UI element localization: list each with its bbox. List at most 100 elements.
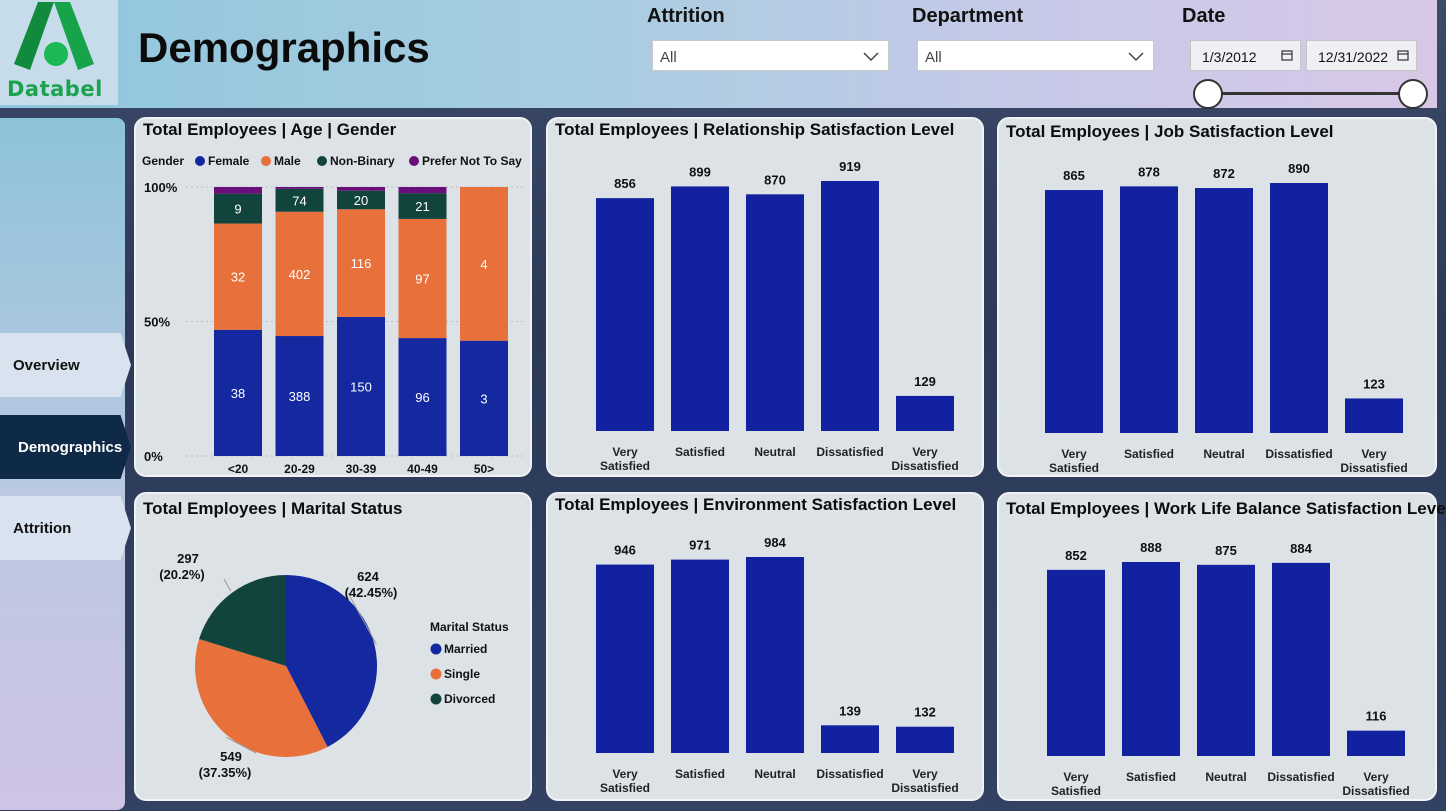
- data-label: 884: [1290, 541, 1312, 556]
- job-chart: 865VerySatisfied878Satisfied872Neutral89…: [1045, 161, 1408, 475]
- bar[interactable]: [1047, 569, 1105, 756]
- end-date-value: 12/31/2022: [1318, 49, 1389, 65]
- bar[interactable]: [821, 181, 879, 431]
- x-tick-label: Very: [1061, 447, 1087, 461]
- legend-label[interactable]: Female: [208, 154, 250, 168]
- stacked-segment[interactable]: [337, 316, 385, 456]
- stacked-segment[interactable]: [398, 193, 447, 219]
- legend-label[interactable]: Divorced: [444, 692, 495, 706]
- data-label: 388: [289, 389, 311, 404]
- calendar-icon: [1281, 50, 1293, 61]
- x-tick-label: 20-29: [284, 462, 315, 475]
- data-label: 21: [415, 199, 429, 214]
- nav-demographics[interactable]: Demographics: [0, 415, 131, 479]
- nav-attrition[interactable]: Attrition: [0, 496, 131, 560]
- attrition-dropdown[interactable]: All: [652, 40, 889, 71]
- leader-line: [225, 736, 257, 754]
- x-tick-label: 30-39: [346, 462, 377, 475]
- bar[interactable]: [1120, 186, 1178, 433]
- data-label: 150: [350, 379, 372, 394]
- bar[interactable]: [896, 395, 954, 431]
- bar[interactable]: [1270, 183, 1328, 433]
- stacked-segment[interactable]: [275, 211, 324, 337]
- pie-slice[interactable]: [286, 575, 377, 747]
- bar[interactable]: [746, 194, 804, 431]
- bar[interactable]: [1195, 188, 1253, 433]
- stacked-segment[interactable]: [337, 209, 385, 317]
- bar[interactable]: [671, 186, 729, 431]
- end-date-input[interactable]: 12/31/2022: [1306, 40, 1417, 71]
- data-label: 875: [1215, 543, 1237, 558]
- department-dropdown[interactable]: All: [917, 40, 1154, 71]
- bar[interactable]: [896, 726, 954, 753]
- stacked-segment[interactable]: [214, 187, 262, 194]
- y-tick-label: 50%: [144, 315, 170, 330]
- nav-overview[interactable]: Overview: [0, 333, 131, 397]
- slice-value-label: 549: [220, 749, 242, 764]
- legend-label[interactable]: Married: [444, 642, 487, 656]
- stacked-segment[interactable]: [398, 338, 447, 456]
- bar[interactable]: [1045, 190, 1103, 433]
- start-date-input[interactable]: 1/3/2012: [1190, 40, 1301, 71]
- x-tick-label: Neutral: [754, 445, 795, 459]
- bar[interactable]: [1347, 730, 1405, 756]
- x-tick-label: Satisfied: [1126, 770, 1176, 784]
- x-tick-label: Very: [912, 767, 938, 781]
- date-slider-track[interactable]: [1208, 92, 1413, 95]
- page-title: Demographics: [138, 24, 430, 71]
- data-label: 865: [1063, 168, 1085, 183]
- x-tick-label: Satisfied: [600, 459, 650, 473]
- relationship-title: Total Employees | Relationship Satisfact…: [555, 120, 955, 139]
- data-label: 984: [764, 535, 786, 550]
- data-label: 888: [1140, 540, 1162, 555]
- bar[interactable]: [746, 557, 804, 753]
- legend-label[interactable]: Single: [444, 667, 480, 681]
- pie-slice[interactable]: [199, 575, 286, 666]
- age-gender-chart: Gender Female Male Non-Binary Prefer Not To …: [142, 154, 524, 475]
- bar[interactable]: [596, 198, 654, 431]
- department-dropdown-value: All: [925, 49, 942, 66]
- stacked-segment[interactable]: [275, 336, 324, 456]
- worklife-title: Total Employees | Work Life Balance Sati…: [1006, 499, 1446, 518]
- stacked-segment[interactable]: [214, 223, 262, 330]
- bar[interactable]: [1345, 398, 1403, 433]
- stacked-segment[interactable]: [337, 187, 385, 191]
- stacked-segment[interactable]: [214, 329, 262, 456]
- stacked-segment[interactable]: [337, 190, 385, 210]
- stacked-segment[interactable]: [214, 193, 262, 224]
- data-label: 74: [292, 193, 306, 208]
- bar[interactable]: [596, 564, 654, 753]
- legend-label[interactable]: Male: [274, 154, 301, 168]
- stacked-segment[interactable]: [398, 218, 447, 339]
- bar[interactable]: [821, 725, 879, 753]
- stacked-segment[interactable]: [460, 340, 508, 456]
- bar[interactable]: [1122, 562, 1180, 756]
- data-label: 899: [689, 164, 711, 179]
- stacked-segment[interactable]: [275, 187, 324, 189]
- legend-label[interactable]: Non-Binary: [330, 154, 395, 168]
- bar[interactable]: [1272, 562, 1330, 756]
- stacked-segment[interactable]: [275, 188, 324, 212]
- legend-label[interactable]: Prefer Not To Say: [422, 154, 522, 168]
- stacked-segment[interactable]: [460, 187, 508, 341]
- marital-chart: 624(42.45%) 549(37.35%) 297(20.2%) Marital …: [159, 551, 509, 780]
- pie-slice[interactable]: [194, 638, 328, 757]
- data-label: 38: [231, 386, 245, 401]
- slice-percent-label: (20.2%): [159, 567, 205, 582]
- data-label: 116: [1366, 709, 1387, 724]
- stacked-segment[interactable]: [398, 187, 447, 194]
- x-tick-label: Dissatisfied: [1342, 784, 1409, 798]
- bar[interactable]: [671, 559, 729, 753]
- job-title: Total Employees | Job Satisfaction Level: [1006, 122, 1334, 141]
- data-label: 123: [1363, 376, 1385, 391]
- attrition-dropdown-value: All: [660, 49, 677, 66]
- x-tick-label: Dissatisfied: [1267, 770, 1334, 784]
- date-slider-end-handle[interactable]: [1398, 79, 1428, 109]
- date-slider-start-handle[interactable]: [1193, 79, 1223, 109]
- age-gender-title: Total Employees | Age | Gender: [143, 120, 397, 139]
- logo-text: Databel: [7, 77, 103, 101]
- data-label: 3: [480, 391, 487, 406]
- bar[interactable]: [1197, 564, 1255, 756]
- x-tick-label: Very: [612, 445, 638, 459]
- data-label: 878: [1138, 164, 1160, 179]
